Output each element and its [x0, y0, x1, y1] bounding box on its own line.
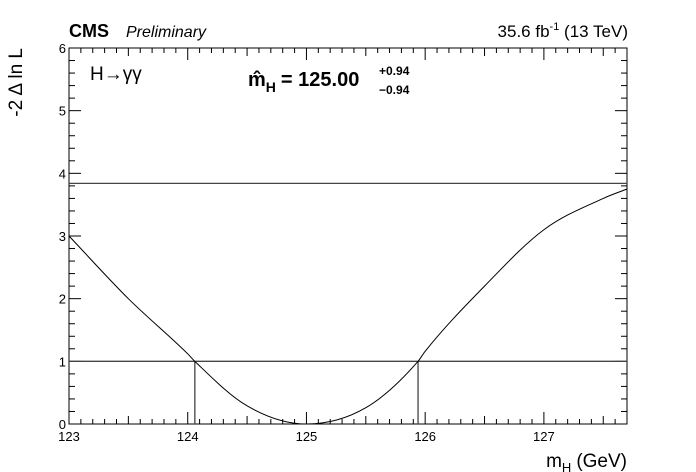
- process-label: H→γγ: [90, 64, 142, 85]
- luminosity-label: 35.6 fb-1 (13 TeV): [498, 21, 628, 41]
- axis-ticks: [68, 47, 628, 425]
- y-tick-label: 1: [59, 354, 66, 369]
- x-tick-label: 127: [533, 429, 555, 444]
- x-tick-label: 124: [177, 429, 199, 444]
- x-axis-title: mH (GeV): [546, 451, 627, 472]
- plot-frame: [68, 47, 628, 425]
- likelihood-curve: [68, 188, 628, 425]
- experiment-label: CMS: [69, 21, 109, 41]
- y-tick-label: 0: [59, 417, 66, 432]
- y-axis-title: -2 Δ ln L: [6, 48, 27, 117]
- y-tick-label: 5: [59, 104, 66, 119]
- y-tick-label: 2: [59, 292, 66, 307]
- y-tick-label: 4: [59, 166, 66, 181]
- y-tick-label: 6: [59, 41, 66, 56]
- plot-border: [68, 47, 628, 425]
- x-tick-label: 123: [58, 429, 80, 444]
- luminosity-exponent: -1: [550, 21, 560, 33]
- fit-error-up: +0.94: [379, 64, 410, 78]
- y-tick-label: 3: [59, 229, 66, 244]
- x-tick-label: 126: [414, 429, 436, 444]
- status-label: Preliminary: [126, 24, 207, 41]
- energy-label: (13 TeV): [559, 22, 628, 41]
- fit-error-down: −0.94: [379, 83, 410, 97]
- fit-result-label: m̂H = 125.00: [248, 69, 359, 95]
- chart-marks: [68, 182, 628, 425]
- x-tick-label: 125: [296, 429, 318, 444]
